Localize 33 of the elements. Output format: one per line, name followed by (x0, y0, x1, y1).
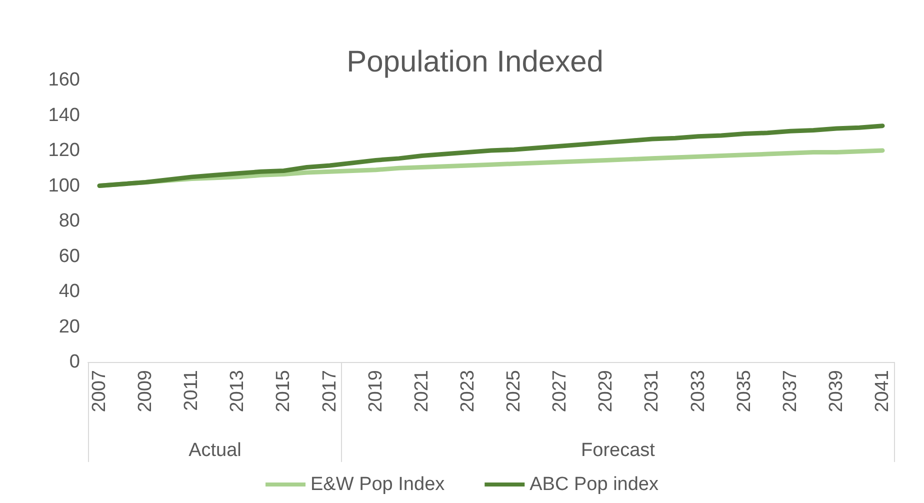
x-tick-label: 2023 (457, 370, 478, 412)
text: Actual (188, 440, 242, 462)
x-tick-label: 2015 (273, 370, 294, 412)
x-tick-label: 2027 (550, 370, 571, 412)
y-tick-label: 120 (48, 140, 80, 161)
line-series (97, 124, 885, 188)
y-tick-label: 20 (58, 316, 80, 338)
x-tick-label: 2037 (780, 370, 801, 412)
x-tick-label: 2019 (365, 370, 386, 412)
y-tick-label: 100 (48, 175, 80, 196)
y-tick-label: 0 (69, 352, 80, 372)
x-tick-label: 2009 (135, 370, 156, 412)
x-tick-label: 2031 (642, 370, 663, 412)
legend-label: ABC Pop index (530, 474, 659, 495)
x-tick-label: 2029 (596, 370, 617, 412)
x-tick-label: 2007 (89, 370, 110, 412)
y-tick-label: 80 (58, 210, 80, 232)
x-tick-label: 2013 (227, 370, 248, 412)
y-tick-label: 160 (48, 70, 80, 90)
x-tick-label: 2025 (504, 370, 525, 412)
x-tick-label: 2039 (826, 370, 847, 412)
x-tick-label: 2017 (319, 370, 340, 412)
x-tick-label: 2021 (411, 370, 432, 412)
x-tick-label: 2011 (181, 370, 202, 411)
y-tick-label: 140 (48, 104, 80, 126)
x-tick-label: 2035 (734, 370, 755, 412)
y-tick-label: 40 (58, 281, 80, 302)
y-tick-label: 60 (58, 246, 80, 267)
x-tick-label: 2033 (688, 370, 709, 412)
x-tick-label: 2041 (872, 370, 893, 412)
legend-label: E&W Pop Index (310, 474, 446, 495)
chart-title: Population Indexed (346, 46, 604, 78)
text: Forecast (581, 440, 655, 462)
